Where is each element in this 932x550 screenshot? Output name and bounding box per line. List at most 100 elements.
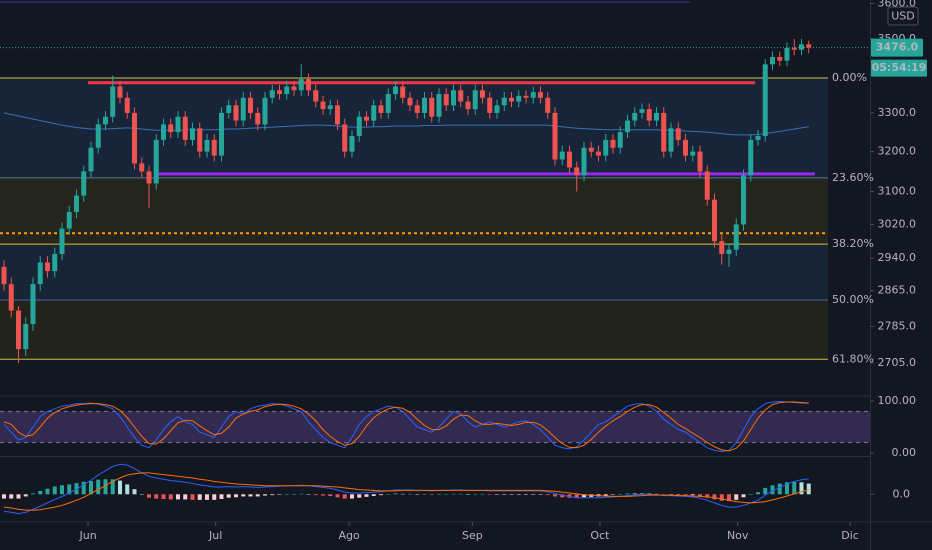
x-tick-label: Dic xyxy=(841,529,859,542)
candle-body xyxy=(719,241,725,254)
histogram-bar xyxy=(241,494,246,497)
histogram-bar xyxy=(625,493,630,495)
candle-body xyxy=(88,147,94,172)
histogram-bar xyxy=(299,493,304,495)
y-tick-label: 100.00 xyxy=(878,394,917,407)
candle-body xyxy=(218,112,224,156)
candle-body xyxy=(755,136,761,140)
candle-body xyxy=(52,253,58,272)
candle-body xyxy=(784,47,790,61)
candle-body xyxy=(421,97,427,113)
y-tick-label: 0.00 xyxy=(892,446,917,459)
histogram-bar xyxy=(88,481,93,495)
histogram-bar xyxy=(726,494,731,502)
histogram-bar xyxy=(770,485,775,495)
x-tick-label: Oct xyxy=(590,529,610,542)
histogram-bar xyxy=(697,494,702,496)
fib-label: 50.00% xyxy=(832,293,874,306)
histogram-bar xyxy=(560,494,565,498)
histogram-bar xyxy=(197,494,202,500)
candle-body xyxy=(44,262,50,272)
histogram-bar xyxy=(516,494,521,495)
candle-body xyxy=(697,151,703,172)
candle-body xyxy=(226,105,232,113)
histogram-bar xyxy=(465,494,470,495)
candle-body xyxy=(458,90,464,102)
histogram-bar xyxy=(523,494,528,495)
candle-body xyxy=(494,105,500,113)
candle-body xyxy=(110,86,116,117)
histogram-bar xyxy=(683,494,688,496)
y-tick-label: 3020.0 xyxy=(878,217,917,230)
candle-body xyxy=(661,112,667,152)
fib-zone xyxy=(0,299,828,360)
candle-body xyxy=(545,97,551,113)
histogram-bar xyxy=(110,479,115,495)
candle-body xyxy=(407,97,413,106)
histogram-bar xyxy=(212,494,217,500)
histogram-bar xyxy=(335,494,340,498)
currency-label: USD xyxy=(891,10,915,23)
candle-body xyxy=(400,86,406,98)
histogram-bar xyxy=(393,493,398,495)
histogram-bar xyxy=(175,494,180,500)
candle-body xyxy=(95,124,101,148)
candle-body xyxy=(247,97,253,113)
moving-average xyxy=(3,112,809,136)
macd-line xyxy=(3,472,809,511)
histogram-bar xyxy=(618,494,623,495)
y-tick-label: 2865.0 xyxy=(878,284,917,297)
candle-body xyxy=(73,195,79,213)
candle-body xyxy=(726,249,732,254)
candle-body xyxy=(37,262,43,285)
histogram-bar xyxy=(705,494,710,498)
candle-body xyxy=(320,101,326,110)
candle-body xyxy=(146,171,152,184)
histogram-bar xyxy=(52,486,57,495)
histogram-bar xyxy=(23,494,28,497)
histogram-bar xyxy=(284,494,289,495)
histogram-bar xyxy=(473,494,478,495)
histogram-bar xyxy=(357,494,362,498)
histogram-bar xyxy=(763,487,768,495)
candle-body xyxy=(777,57,783,61)
candle-body xyxy=(762,64,768,137)
countdown-label: 05:54:19 xyxy=(872,61,927,74)
candle-body xyxy=(479,90,485,98)
histogram-bar xyxy=(146,494,151,498)
histogram-bar xyxy=(632,493,637,495)
candle-body xyxy=(617,132,623,148)
fib-label: 23.60% xyxy=(832,171,874,184)
candle-body xyxy=(342,124,348,152)
histogram-bar xyxy=(328,494,333,496)
fib-label: 0.00% xyxy=(832,71,867,84)
candle-body xyxy=(66,212,72,229)
candle-body xyxy=(690,151,696,156)
histogram-bar xyxy=(400,493,405,495)
candle-body xyxy=(102,116,108,125)
candle-body xyxy=(262,97,268,125)
candle-body xyxy=(175,116,181,133)
candle-body xyxy=(487,97,493,113)
histogram-bar xyxy=(342,494,347,499)
histogram-bar xyxy=(545,494,550,496)
candle-body xyxy=(139,163,145,172)
histogram-bar xyxy=(168,494,173,500)
candle-body xyxy=(769,57,775,65)
stoch-line xyxy=(3,401,809,452)
candle-body xyxy=(639,109,645,113)
histogram-bar xyxy=(154,494,159,499)
candle-body xyxy=(168,124,174,133)
histogram-bar xyxy=(364,494,369,497)
candle-body xyxy=(508,97,514,102)
histogram-bar xyxy=(676,494,681,495)
candle-body xyxy=(624,120,630,133)
currency-box xyxy=(887,6,919,26)
candle-body xyxy=(305,79,311,91)
histogram-bar xyxy=(734,494,739,500)
candle-body xyxy=(334,105,340,125)
candle-body xyxy=(59,228,65,254)
histogram-bar xyxy=(306,494,311,495)
histogram-bar xyxy=(378,494,383,496)
